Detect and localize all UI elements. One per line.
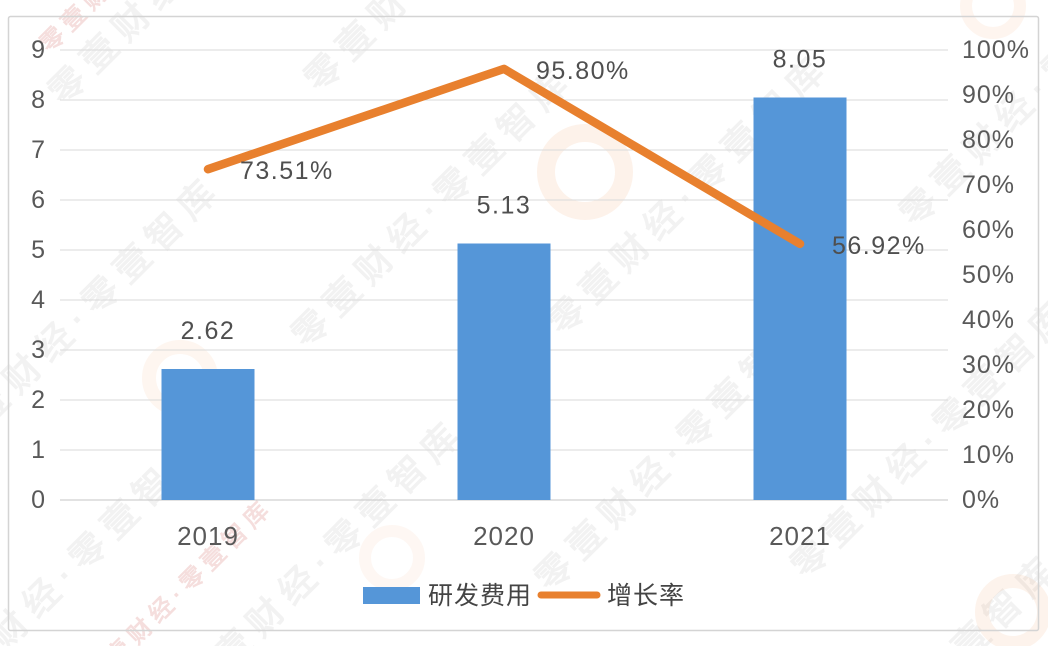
left-axis-tick: 0 [31, 486, 46, 514]
x-axis-label-2019: 2019 [177, 521, 239, 551]
x-axis-label-2020: 2020 [473, 521, 535, 551]
x-axis-labels: 2019 2020 2021 [177, 521, 831, 551]
bar-value-label: 2.62 [181, 317, 236, 345]
right-axis-tick: 80% [962, 126, 1015, 154]
right-axis-tick: 0% [962, 486, 1000, 514]
bar-value-label: 8.05 [773, 46, 828, 74]
right-axis-tick: 50% [962, 261, 1015, 289]
left-axis-tick: 1 [31, 436, 46, 464]
left-axis-tick: 8 [31, 86, 46, 114]
left-axis-tick: 6 [31, 186, 46, 214]
bar-value-label: 5.13 [477, 192, 532, 220]
line-series [203, 64, 805, 249]
legend: 研发费用 增长率 [363, 582, 685, 610]
chart-border [7, 15, 1040, 632]
left-axis-tick: 7 [31, 136, 46, 164]
left-axis-tick: 5 [31, 236, 46, 264]
right-axis-tick: 60% [962, 216, 1015, 244]
left-axis-tick-labels: 0 1 2 3 4 5 6 7 8 9 [31, 36, 46, 514]
left-axis-tick: 4 [31, 286, 46, 314]
bar-2020 [457, 243, 551, 500]
left-axis-tick: 2 [31, 386, 46, 414]
line-value-label: 73.51% [240, 157, 334, 185]
legend-bar-swatch [363, 587, 420, 604]
line-data-labels: 73.51% 95.80% 56.92% [240, 57, 926, 260]
right-axis-tick: 20% [962, 396, 1015, 424]
left-axis-tick: 9 [31, 36, 46, 64]
right-axis-tick: 100% [962, 36, 1030, 64]
right-axis-tick: 70% [962, 171, 1015, 199]
legend-line-label: 增长率 [607, 582, 685, 610]
right-axis-tick: 90% [962, 81, 1015, 109]
x-axis-label-2021: 2021 [769, 521, 831, 551]
line-value-label: 95.80% [536, 57, 630, 85]
right-axis-tick-labels: 0% 10% 20% 30% 40% 50% 60% 70% 80% 90% 100% [962, 36, 1030, 514]
line-value-label: 56.92% [832, 232, 926, 260]
right-axis-tick: 10% [962, 441, 1015, 469]
left-axis-tick: 3 [31, 336, 46, 364]
right-axis-tick: 30% [962, 351, 1015, 379]
legend-bar-label: 研发费用 [428, 582, 532, 610]
bar-data-labels: 2.62 5.13 8.05 [181, 46, 828, 346]
bar-2019 [161, 369, 255, 500]
bar-series [161, 97, 847, 500]
bar-2021 [753, 97, 847, 500]
right-axis-tick: 40% [962, 306, 1015, 334]
